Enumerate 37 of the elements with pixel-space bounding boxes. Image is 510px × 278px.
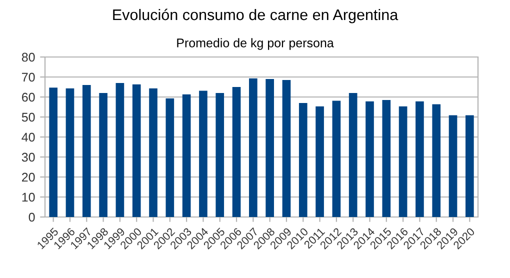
bar — [348, 93, 358, 217]
bar — [249, 78, 258, 217]
y-tick-label: 0 — [28, 212, 35, 222]
bar — [432, 104, 441, 217]
y-tick-label: 50 — [22, 112, 35, 122]
bar — [448, 115, 458, 217]
y-tick-label: 70 — [22, 72, 35, 82]
bar — [398, 106, 408, 217]
bar — [82, 85, 91, 217]
bar — [182, 94, 191, 217]
bar — [132, 84, 141, 217]
bar — [466, 115, 474, 217]
y-tick-label: 30 — [22, 152, 35, 162]
bar — [149, 88, 158, 217]
chart-subtitle: Promedio de kg por persona — [177, 38, 334, 50]
bar — [298, 103, 308, 217]
y-tick-label: 40 — [22, 132, 35, 142]
y-tick-label: 10 — [22, 192, 35, 202]
bar — [366, 101, 374, 217]
bar — [66, 88, 74, 217]
bar — [216, 93, 224, 217]
bar — [382, 100, 391, 217]
bar — [49, 88, 58, 217]
bar — [116, 83, 124, 217]
bar — [282, 80, 291, 217]
bar — [416, 101, 424, 217]
bar — [266, 79, 274, 217]
y-tick-label: 20 — [22, 172, 35, 182]
bar — [166, 98, 174, 217]
y-tick-label: 80 — [22, 52, 35, 62]
y-tick-label: 60 — [22, 92, 35, 102]
bar — [332, 100, 341, 217]
bar — [316, 106, 324, 217]
chart-title: Evolución consumo de carne en Argentina — [113, 8, 398, 24]
bar — [199, 90, 208, 217]
bar — [232, 87, 241, 217]
bar — [99, 93, 108, 217]
